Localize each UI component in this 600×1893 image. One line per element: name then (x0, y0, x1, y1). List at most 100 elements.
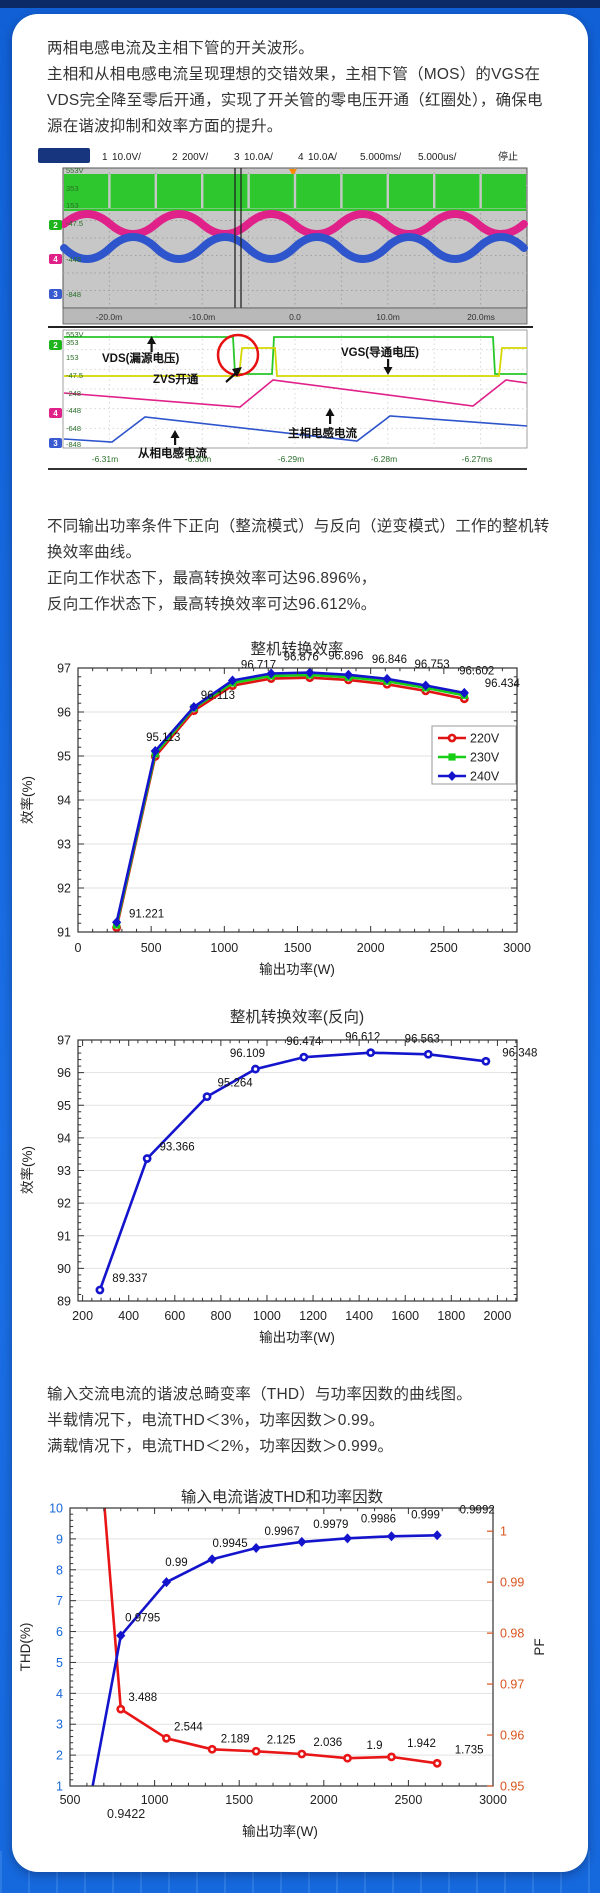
efficiency-line-1: 不同输出功率条件下正向（整流模式）与反向（逆变模式）工作的整机转换效率曲线。 (47, 518, 550, 561)
lower-time-label: -6.30m (185, 454, 211, 464)
svg-text:2.189: 2.189 (221, 1733, 250, 1745)
efficiency-line-3: 反向工作状态下，最高转换效率可达96.612%。 (47, 596, 377, 613)
svg-text:97: 97 (57, 1034, 71, 1048)
scope-bottom-rule (48, 468, 527, 470)
lower-vlabel: -648 (66, 424, 81, 433)
lower-vlabel: -448 (66, 406, 81, 415)
svg-text:1000: 1000 (253, 1309, 281, 1323)
svg-text:95.113: 95.113 (146, 732, 180, 744)
slave-current-arrow-icon (174, 437, 177, 445)
main-current-arrow-icon (329, 415, 332, 424)
upper-time-label: 10.0m (376, 312, 400, 322)
scope-logo (38, 148, 90, 163)
svg-text:500: 500 (60, 1793, 81, 1807)
svg-text:1800: 1800 (437, 1309, 465, 1323)
upper-vlabel: -448 (66, 255, 81, 264)
svg-text:91.221: 91.221 (129, 908, 164, 920)
svg-text:96.717: 96.717 (241, 659, 276, 671)
chart-overall-efficiency: 91.221 95.113 96.113 96.717 96.876 96.896 96.8… (19, 640, 531, 977)
svg-text:输出功率(W): 输出功率(W) (259, 961, 335, 977)
svg-text:96.434: 96.434 (485, 678, 521, 690)
svg-text:93.366: 93.366 (160, 1142, 195, 1154)
svg-text:0.95: 0.95 (500, 1780, 524, 1794)
lower-vlabel: 553V (66, 330, 84, 339)
svg-text:1.942: 1.942 (407, 1738, 436, 1750)
scope-timebase-main: 5.000ms/ (360, 152, 401, 163)
scope-timebase-zoom: 5.000us/ (418, 152, 457, 163)
svg-text:91: 91 (57, 1229, 71, 1243)
lower-vlabel: -47.5 (66, 371, 83, 380)
svg-text:200: 200 (72, 1309, 93, 1323)
lower-time-label: -6.29m (278, 454, 304, 464)
zvs-arrow-icon (225, 372, 237, 383)
svg-text:94: 94 (57, 1131, 71, 1145)
svg-text:0.9992: 0.9992 (460, 1504, 495, 1516)
panel-divider (48, 326, 533, 328)
svg-text:0.9986: 0.9986 (361, 1513, 396, 1525)
svg-text:95.264: 95.264 (217, 1078, 253, 1090)
lower-graticule (63, 330, 527, 448)
svg-text:91: 91 (57, 926, 71, 940)
upper-vlabel: -848 (66, 290, 81, 299)
svg-text:1000: 1000 (141, 1793, 169, 1807)
ch2-marker (49, 220, 62, 230)
svg-text:94: 94 (57, 794, 71, 808)
svg-text:输出功率(W): 输出功率(W) (242, 1823, 318, 1839)
svg-text:0.999: 0.999 (411, 1509, 440, 1521)
svg-text:95: 95 (57, 1099, 71, 1113)
ch3-marker (49, 438, 62, 448)
ch4-marker (49, 254, 62, 264)
lower-vlabel: -248 (66, 389, 81, 398)
svg-text:2: 2 (56, 1749, 63, 1763)
svg-text:500: 500 (141, 941, 162, 955)
scope-ch2-number: 2 (172, 152, 178, 163)
intro-paragraph: 两相电感电流及主相下管的开关波形。 主相和从相电感电流呈现理想的交错效果，主相下… (47, 36, 557, 140)
upper-time-label: 20.0ms (467, 312, 495, 322)
svg-text:0.9795: 0.9795 (125, 1613, 160, 1625)
svg-text:1200: 1200 (299, 1309, 327, 1323)
svg-text:0: 0 (75, 941, 82, 955)
svg-text:效率(%): 效率(%) (19, 776, 35, 824)
upper-vlabel: 153 (66, 201, 79, 210)
svg-text:96.753: 96.753 (414, 659, 449, 671)
svg-text:2000: 2000 (484, 1309, 512, 1323)
lower-vlabel: 353 (66, 338, 79, 347)
svg-text:1500: 1500 (225, 1793, 253, 1807)
scope-ch4-number: 4 (298, 152, 304, 163)
vds-annotation: VDS(漏源电压) (102, 351, 179, 365)
svg-text:93: 93 (57, 838, 71, 852)
ch2-marker (49, 340, 62, 350)
svg-text:3: 3 (53, 439, 58, 448)
svg-text:230V: 230V (470, 751, 500, 765)
svg-text:92: 92 (57, 1197, 71, 1211)
intro-line-2: 主相和从相电感电流呈现理想的交错效果，主相下管（MOS）的VGS在VDS完全降至… (47, 66, 543, 135)
thd-line-1: 输入交流电流的谐波总畸变率（THD）与功率因数的曲线图。 (47, 1386, 472, 1403)
svg-text:3: 3 (56, 1718, 63, 1732)
svg-text:96: 96 (57, 1066, 71, 1080)
svg-text:2000: 2000 (310, 1793, 338, 1807)
svg-text:1600: 1600 (391, 1309, 419, 1323)
chart-thd-pf: 3.488 2.544 2.189 2.125 2.036 1.9 1.942 1.735 0.… (18, 1488, 547, 1839)
svg-text:96.109: 96.109 (230, 1048, 265, 1060)
svg-text:7: 7 (56, 1594, 63, 1608)
upper-time-label: -20.0m (96, 312, 122, 322)
svg-text:4: 4 (53, 255, 58, 264)
svg-text:400: 400 (118, 1309, 139, 1323)
svg-text:5: 5 (56, 1656, 63, 1670)
svg-text:8: 8 (56, 1563, 63, 1577)
svg-text:89.337: 89.337 (112, 1273, 147, 1285)
svg-text:0.96: 0.96 (500, 1729, 524, 1743)
upper-vlabel: -47.5 (66, 219, 83, 228)
svg-text:4: 4 (53, 409, 58, 418)
slave-inductor-envelope (60, 233, 528, 263)
thd-paragraph: 输入交流电流的谐波总畸变率（THD）与功率因数的曲线图。 半载情况下，电流THD… (47, 1382, 557, 1460)
svg-text:240V: 240V (470, 770, 500, 784)
lower-time-label: -6.28m (371, 454, 397, 464)
svg-text:1000: 1000 (210, 941, 238, 955)
upper-time-label: -10.0m (189, 312, 215, 322)
svg-text:0.9979: 0.9979 (313, 1519, 348, 1531)
svg-text:2000: 2000 (357, 941, 385, 955)
svg-text:3: 3 (53, 290, 58, 299)
